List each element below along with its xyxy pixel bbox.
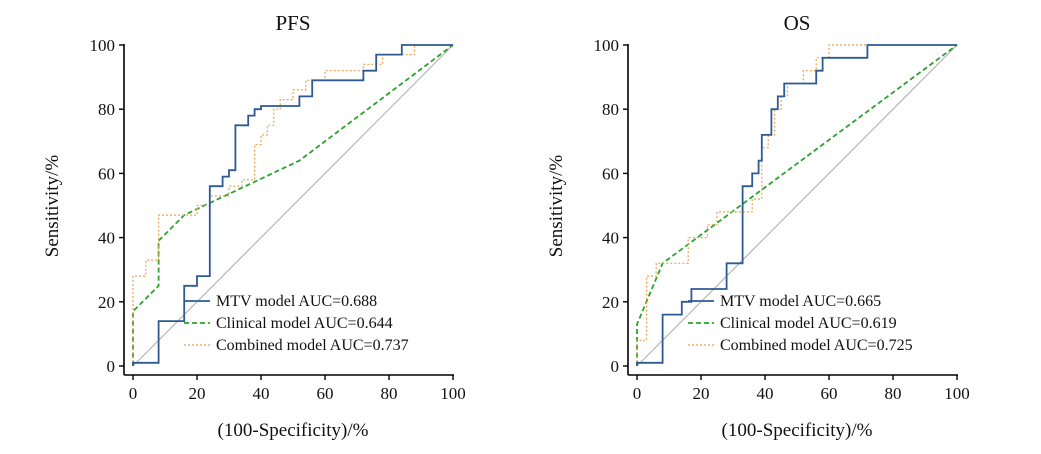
- pfs-y-tick-label: 20: [98, 293, 115, 312]
- os-y-tick-label: 80: [602, 100, 619, 119]
- os-legend-label-mtv: MTV model AUC=0.665: [720, 293, 881, 310]
- pfs-legend-label-mtv: MTV model AUC=0.688: [216, 293, 377, 310]
- os-x-tick-label: 100: [944, 384, 970, 403]
- pfs-x-tick-label: 60: [317, 384, 334, 403]
- os-y-tick-label: 0: [611, 357, 620, 376]
- os-combined-roc-curve: [636, 44, 957, 366]
- os-plot-area: 0 20 40 60 80 100 0 20 40 60 80 100 MTV model AUC=0.…: [594, 36, 970, 403]
- os-mtv-roc-curve: [636, 44, 957, 366]
- pfs-x-tick-label: 40: [253, 384, 270, 403]
- os-legend-label-combined: Combined model AUC=0.725: [720, 337, 913, 354]
- pfs-y-tick-label: 80: [98, 100, 115, 119]
- pfs-legend-label-combined: Combined model AUC=0.737: [216, 337, 409, 354]
- os-panel: OS Sensitivity/% (100-Specificity)/% 0 20…: [546, 11, 970, 441]
- pfs-x-tick-label: 100: [440, 384, 466, 403]
- os-x-tick-label: 20: [693, 384, 710, 403]
- pfs-panel: PFS Sensitivity/% (100-Specificity)/% 0 2…: [42, 11, 466, 441]
- os-y-tick-label: 100: [594, 36, 620, 55]
- os-x-tick-label: 40: [757, 384, 774, 403]
- os-x-tick-label: 0: [633, 384, 642, 403]
- pfs-clinical-roc-curve: [132, 44, 454, 366]
- os-y-tick-label: 40: [602, 229, 619, 248]
- os-legend-label-clinical: Clinical model AUC=0.619: [720, 315, 897, 332]
- pfs-legend-label-clinical: Clinical model AUC=0.644: [216, 315, 393, 332]
- os-y-tick-label: 60: [602, 164, 619, 183]
- os-chart-title: OS: [784, 11, 811, 35]
- pfs-plot-area: 0 20 40 60 80 100 0 20 40 60 80 100 MTV model AUC=0.…: [90, 36, 466, 403]
- pfs-legend: MTV model AUC=0.688 Clinical model AUC=0.…: [184, 293, 409, 354]
- os-legend: MTV model AUC=0.665 Clinical model AUC=0.…: [688, 293, 913, 354]
- pfs-y-tick-label: 40: [98, 229, 115, 248]
- os-y-axis-label: Sensitivity/%: [546, 155, 567, 258]
- pfs-y-axis-label: Sensitivity/%: [42, 155, 63, 258]
- pfs-x-tick-label: 20: [189, 384, 206, 403]
- pfs-x-axis-label: (100-Specificity)/%: [218, 420, 369, 441]
- os-x-axis-label: (100-Specificity)/%: [722, 420, 873, 441]
- os-x-tick-label: 60: [821, 384, 838, 403]
- pfs-chart-title: PFS: [275, 11, 310, 35]
- pfs-x-tick-label: 80: [381, 384, 398, 403]
- pfs-y-tick-label: 0: [107, 357, 116, 376]
- os-x-tick-label: 80: [885, 384, 902, 403]
- os-y-tick-label: 20: [602, 293, 619, 312]
- pfs-x-tick-label: 0: [129, 384, 138, 403]
- pfs-mtv-roc-curve: [132, 44, 453, 366]
- os-reference-line: [636, 44, 958, 367]
- pfs-y-tick-label: 100: [90, 36, 116, 55]
- pfs-y-tick-label: 60: [98, 164, 115, 183]
- pfs-reference-line: [132, 44, 454, 367]
